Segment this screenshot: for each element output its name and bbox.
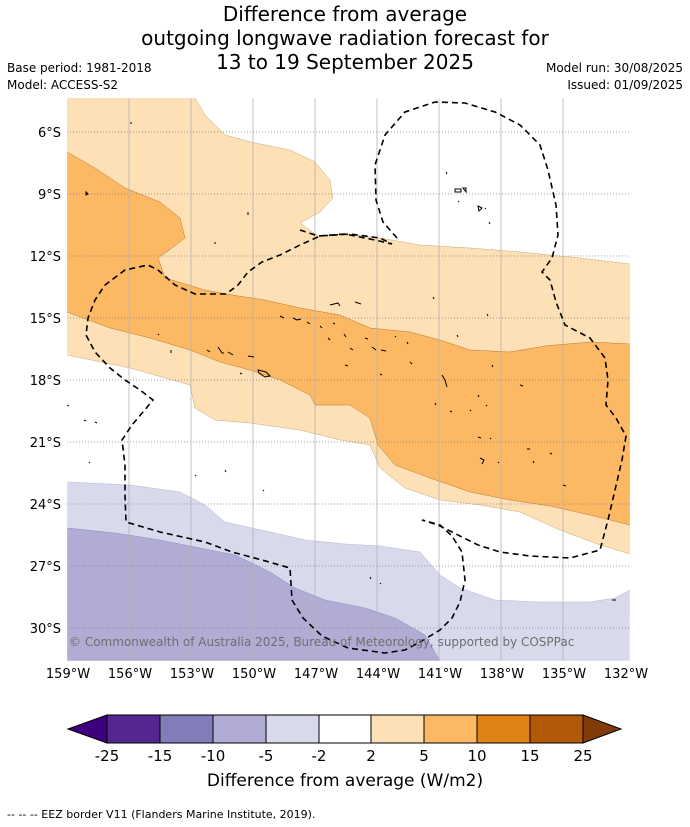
- colorbar-tick: 15: [520, 747, 539, 765]
- copyright-notice: © Commonwealth of Australia 2025, Bureau…: [69, 635, 574, 649]
- colorbar-swatch: [159, 714, 214, 744]
- colorbar: [66, 714, 623, 744]
- colorbar-tick: -2: [312, 747, 327, 765]
- lon-label: 150°W: [232, 667, 276, 682]
- lat-label: 21°S: [30, 436, 61, 451]
- longitude-axis: 159°W 156°W 153°W 150°W 147°W 144°W 141°…: [46, 667, 648, 682]
- colorbar-tick: -15: [148, 747, 173, 765]
- colorbar-tick: 2: [366, 747, 376, 765]
- model-name: Model: ACCESS-S2: [7, 78, 119, 92]
- lat-label: 6°S: [38, 126, 61, 141]
- eez-legend-note: -- -- -- EEZ border V11 (Flanders Marine…: [7, 808, 316, 821]
- title-line-3: 13 to 19 September 2025: [216, 50, 474, 74]
- colorbar-min-arrow: [66, 714, 108, 744]
- colorbar-swatch: [106, 714, 161, 744]
- meta-right: Model run: 30/08/2025 Issued: 01/09/2025: [546, 60, 683, 94]
- colorbar-tick: -25: [95, 747, 120, 765]
- title-line-1: Difference from average: [222, 2, 468, 26]
- map-meridians: [128, 98, 564, 661]
- lat-label: 30°S: [30, 622, 61, 637]
- base-period: Base period: 1981-2018: [7, 61, 152, 75]
- lon-label: 144°W: [356, 667, 400, 682]
- model-run: Model run: 30/08/2025: [545, 61, 683, 75]
- lat-label: 9°S: [38, 188, 61, 203]
- colorbar-tick: 5: [419, 747, 429, 765]
- colorbar-swatch: [370, 714, 425, 744]
- lat-label: 24°S: [30, 498, 61, 513]
- lat-label: 15°S: [30, 312, 61, 327]
- title-line-2: outgoing longwave radiation forecast for: [141, 26, 549, 50]
- colorbar-tick: 25: [573, 747, 592, 765]
- colorbar-swatch: [318, 714, 372, 744]
- lon-label: 153°W: [170, 667, 214, 682]
- lon-label: 156°W: [108, 667, 152, 682]
- lon-label: 138°W: [480, 667, 524, 682]
- colorbar-tick: 10: [467, 747, 486, 765]
- latitude-axis: 6°S 9°S 12°S 15°S 18°S 21°S 24°S 27°S 30…: [30, 126, 61, 637]
- lon-label: 141°W: [418, 667, 462, 682]
- map-grid: [67, 131, 630, 629]
- colorbar-label: Difference from average (W/m2): [206, 771, 484, 791]
- anomaly-band-purple-east: [608, 615, 630, 661]
- islands: [67, 122, 616, 601]
- lon-label: 147°W: [294, 667, 338, 682]
- colorbar-tick: -10: [201, 747, 226, 765]
- lon-label: 132°W: [604, 667, 648, 682]
- lat-label: 18°S: [30, 374, 61, 389]
- issued-date: Issued: 01/09/2025: [567, 78, 683, 92]
- meta-left: Base period: 1981-2018 Model: ACCESS-S2: [7, 60, 152, 94]
- eez-border-marquesas: [374, 101, 627, 559]
- eez-borders: [85, 101, 627, 654]
- map-plot-area: [67, 98, 630, 661]
- map-title: Difference from average outgoing longwav…: [0, 2, 690, 74]
- colorbar-max-arrow: [582, 714, 623, 744]
- lat-label: 27°S: [30, 560, 61, 575]
- lon-label: 159°W: [46, 667, 90, 682]
- colorbar-ticks: -25 -15 -10 -5 -2 2 5 10 15 25: [95, 747, 593, 765]
- colorbar-swatch: [476, 714, 531, 744]
- colorbar-swatch: [423, 714, 478, 744]
- colorbar-swatch: [265, 714, 320, 744]
- olr-anomaly-map: 6°S 9°S 12°S 15°S 18°S 21°S 24°S 27°S 30…: [30, 97, 648, 765]
- colorbar-swatch: [529, 714, 584, 744]
- lon-label: 135°W: [542, 667, 586, 682]
- colorbar-tick: -5: [259, 747, 274, 765]
- colorbar-swatch: [212, 714, 267, 744]
- lat-label: 12°S: [30, 250, 61, 265]
